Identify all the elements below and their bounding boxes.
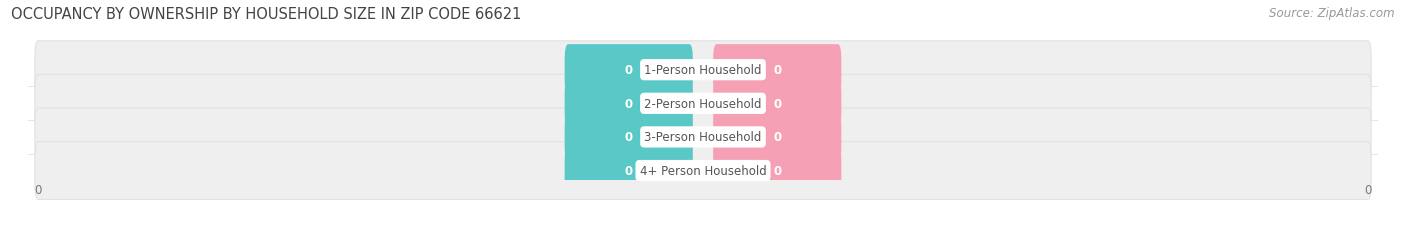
FancyBboxPatch shape xyxy=(35,75,1371,133)
Text: 0: 0 xyxy=(624,131,633,144)
FancyBboxPatch shape xyxy=(713,112,841,163)
Text: 0: 0 xyxy=(773,97,782,110)
FancyBboxPatch shape xyxy=(713,45,841,96)
Text: 2-Person Household: 2-Person Household xyxy=(644,97,762,110)
FancyBboxPatch shape xyxy=(713,145,841,196)
FancyBboxPatch shape xyxy=(35,109,1371,166)
FancyBboxPatch shape xyxy=(565,145,693,196)
Text: 4+ Person Household: 4+ Person Household xyxy=(640,164,766,177)
Text: 0: 0 xyxy=(624,164,633,177)
FancyBboxPatch shape xyxy=(35,42,1371,99)
Text: 0: 0 xyxy=(773,164,782,177)
Text: Source: ZipAtlas.com: Source: ZipAtlas.com xyxy=(1270,7,1395,20)
Text: 0: 0 xyxy=(624,64,633,77)
Text: 1-Person Household: 1-Person Household xyxy=(644,64,762,77)
Text: OCCUPANCY BY OWNERSHIP BY HOUSEHOLD SIZE IN ZIP CODE 66621: OCCUPANCY BY OWNERSHIP BY HOUSEHOLD SIZE… xyxy=(11,7,522,22)
Text: 0: 0 xyxy=(624,97,633,110)
FancyBboxPatch shape xyxy=(565,45,693,96)
Text: 3-Person Household: 3-Person Household xyxy=(644,131,762,144)
FancyBboxPatch shape xyxy=(35,142,1371,200)
FancyBboxPatch shape xyxy=(565,112,693,163)
FancyBboxPatch shape xyxy=(565,79,693,129)
Text: 0: 0 xyxy=(773,64,782,77)
Text: 0: 0 xyxy=(773,131,782,144)
FancyBboxPatch shape xyxy=(713,79,841,129)
